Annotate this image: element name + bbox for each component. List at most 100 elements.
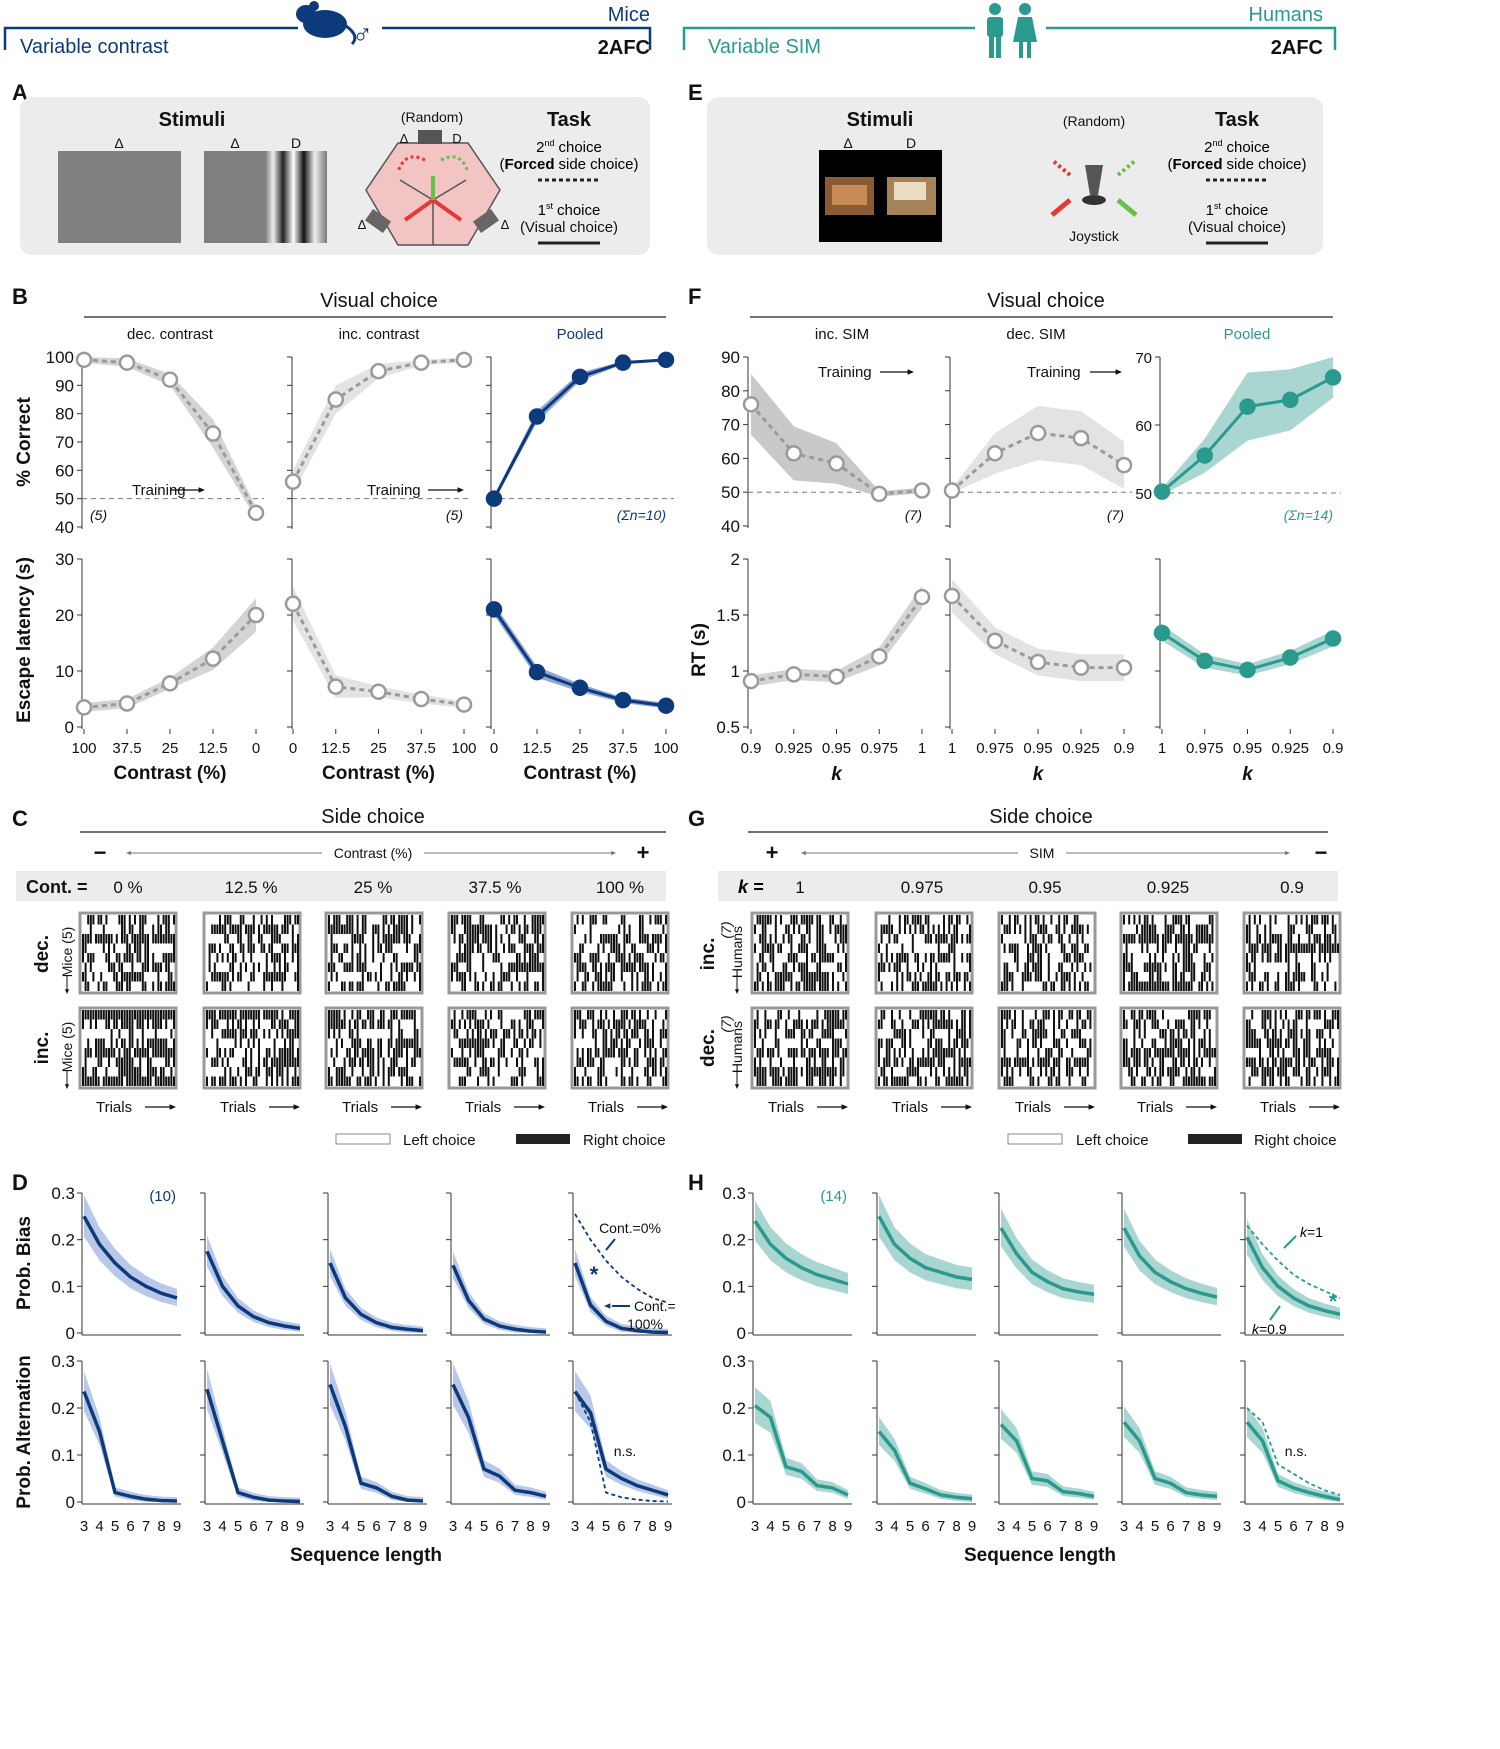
row-label: inc.	[32, 1032, 53, 1065]
x-tick-label: 0.9	[1323, 740, 1344, 757]
n-count: (7)	[905, 507, 922, 523]
data-point	[455, 351, 473, 369]
series-line	[451, 1383, 547, 1499]
x-tick-label: 6	[249, 1518, 257, 1535]
data-point	[1239, 661, 1256, 679]
x-tick-label: 7	[388, 1518, 396, 1535]
stimulus-gray	[204, 151, 266, 243]
n-count: (Σn=10)	[617, 507, 666, 523]
x-tick-label: 3	[449, 1518, 457, 1535]
annotation: n.s.	[614, 1443, 637, 1459]
x-axis-label: k	[1033, 764, 1045, 785]
plot-f-top-0	[742, 357, 931, 528]
plot-b-bottom-2: 0 12.5 25 37.5 100	[485, 559, 679, 757]
axis-label: Contrast (%)	[334, 845, 413, 861]
x-tick-label: 9	[1336, 1518, 1344, 1535]
header-species: Mice	[608, 4, 650, 26]
annotation-arrow	[1269, 1305, 1281, 1321]
x-tick-label: 9	[844, 1518, 852, 1535]
trials-label: Trials	[588, 1099, 624, 1116]
y-tick-label: 1	[731, 662, 740, 681]
trials-label: Trials	[768, 1099, 804, 1116]
panel-letter-F: F	[688, 284, 701, 309]
plot-b-bottom-0: 100 37.5 25 12.5 0	[71, 559, 265, 757]
x-tick-label: 7	[142, 1518, 150, 1535]
condition-label: 25 %	[354, 878, 393, 897]
x-tick-label: 25	[370, 740, 387, 757]
legend-left: Left choice	[403, 1132, 476, 1149]
data-point	[485, 601, 503, 618]
data-point	[614, 354, 632, 371]
task-title: Task	[1215, 109, 1260, 131]
y-tick-label: 10	[55, 662, 74, 681]
x-tick-label: 9	[173, 1518, 181, 1535]
x-tick-label: 6	[1289, 1518, 1297, 1535]
arrow-head	[64, 989, 70, 994]
x-tick-label: 0.925	[775, 740, 813, 757]
condition-strip	[718, 871, 1338, 901]
raster-marks	[206, 1010, 299, 1086]
data-point	[161, 371, 179, 388]
n-count: (10)	[149, 1188, 176, 1205]
series-line	[753, 1220, 849, 1286]
x-tick-label: 5	[602, 1518, 610, 1535]
condition-label: 37.5 %	[469, 878, 522, 897]
reference-line	[574, 1391, 669, 1503]
significance-star: *	[590, 1262, 599, 1287]
arena-wall	[432, 179, 467, 201]
plot-f-bottom-2: 1 0.975 0.95 0.925 0.9	[1153, 559, 1344, 757]
x-tick-label: 0	[252, 740, 260, 757]
x-tick-label: 9	[419, 1518, 427, 1535]
y-tick-label: 50	[55, 490, 74, 509]
delta-label: Δ	[114, 135, 123, 151]
x-tick-label: 0.95	[1023, 740, 1052, 757]
arrow-head	[965, 1104, 972, 1110]
x-tick-label: 12.5	[198, 740, 227, 757]
error-band	[84, 598, 256, 712]
subplot-title: Pooled	[557, 326, 604, 343]
data-point	[284, 595, 302, 613]
x-tick-label: 4	[890, 1518, 898, 1535]
x-tick-label: 9	[664, 1518, 672, 1535]
series-line	[1245, 1420, 1341, 1502]
d-label: D	[291, 135, 301, 151]
x-tick-label: 9	[1090, 1518, 1098, 1535]
header-species: Humans	[1249, 4, 1323, 26]
training-label: Training	[132, 482, 186, 499]
subplot-title: inc. contrast	[339, 326, 421, 343]
arrow-head	[293, 1104, 300, 1110]
panel-letter-A: A	[12, 80, 28, 105]
subject-count: (7)	[718, 921, 734, 938]
row-label: inc.	[698, 938, 719, 971]
error-band	[84, 357, 256, 519]
raster-marks	[878, 1010, 971, 1086]
red-arrow	[1050, 198, 1072, 217]
data-point	[828, 668, 845, 685]
header-bracket	[3, 26, 652, 50]
raster-marks	[878, 915, 971, 991]
series-line	[999, 1227, 1095, 1297]
panel-h: 00.10.20.300.10.20.33 4 5 6 7 8 9 3 4 5 6 7 8 9 3 4 5 6 7 8…	[722, 1184, 1344, 1566]
y-tick-label: 80	[55, 405, 74, 424]
plus-sign: +	[766, 840, 779, 865]
x-tick-label: 6	[617, 1518, 625, 1535]
arena-wall	[399, 179, 434, 201]
series-line	[205, 1388, 301, 1504]
delta-label: Δ	[501, 217, 510, 232]
data-point	[327, 678, 344, 695]
x-tick-label: 8	[157, 1518, 165, 1535]
data-point	[118, 695, 136, 712]
n-count: (Σn=14)	[1284, 507, 1333, 523]
y-axis-label: RT (s)	[689, 623, 710, 677]
series-line	[82, 1215, 178, 1300]
header-bracket	[682, 26, 1337, 50]
humans-icon	[987, 3, 1037, 58]
x-tick-label: 0.95	[1233, 740, 1262, 757]
annotation-arrow	[605, 1238, 616, 1251]
x-tick-label: 3	[203, 1518, 211, 1535]
y-tick-label: 40	[721, 517, 740, 536]
error-band	[755, 1387, 848, 1499]
x-tick-label: 1	[948, 740, 956, 757]
arrow-head	[1285, 850, 1290, 856]
error-band	[293, 587, 464, 708]
